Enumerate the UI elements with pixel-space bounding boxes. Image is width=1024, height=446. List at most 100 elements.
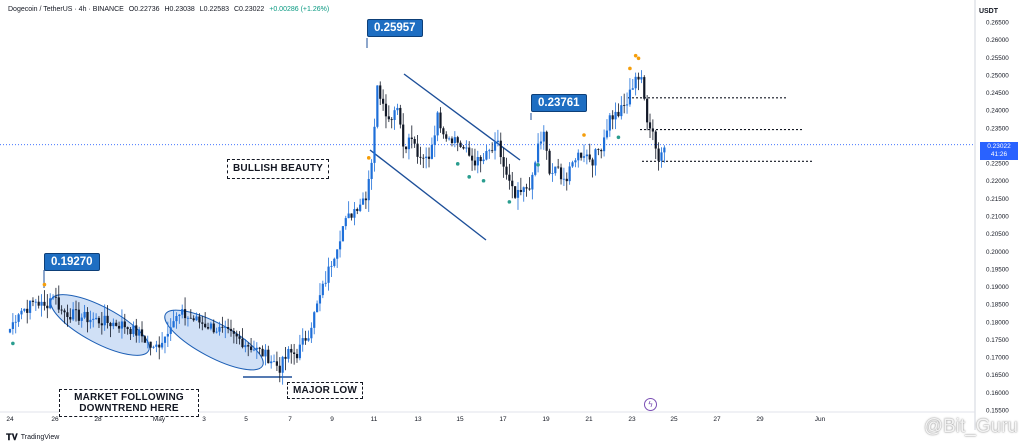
candle-body <box>594 149 597 166</box>
candle-body <box>69 316 72 320</box>
candle-body <box>433 135 436 145</box>
candle-body <box>404 146 408 150</box>
x-tick-label: 19 <box>542 416 550 423</box>
candle-body <box>281 356 284 373</box>
candle-body <box>72 309 75 320</box>
candle-body <box>588 154 591 160</box>
candle-body <box>17 314 20 322</box>
candle-body <box>574 160 577 163</box>
candle-body <box>625 104 629 106</box>
candle-body <box>430 144 433 159</box>
ohlc-high: H0.23038 <box>164 6 195 13</box>
candle-body <box>14 321 17 323</box>
candle-body <box>568 166 571 182</box>
candle-body <box>516 189 520 198</box>
candle-body <box>390 119 393 121</box>
candle-body <box>315 303 319 313</box>
callout-peak: 0.25957 <box>367 19 423 37</box>
candle-body <box>468 147 471 156</box>
major-low-note: MAJOR LOW <box>287 382 363 399</box>
candle-body <box>327 266 330 283</box>
candle-body <box>51 296 55 299</box>
candle-body <box>450 138 454 144</box>
candle-body <box>462 146 465 149</box>
y-tick-label: 0.18000 <box>986 319 1009 326</box>
candle-body <box>502 157 505 167</box>
symbol-title[interactable]: Dogecoin / TetherUS · 4h · BINANCE <box>8 6 124 13</box>
candle-body <box>631 88 634 90</box>
candle-body <box>637 76 640 80</box>
ohlc-open: O0.22736 <box>128 6 160 13</box>
candle-body <box>86 311 89 323</box>
candle-body <box>545 131 548 151</box>
candle-body <box>155 344 158 347</box>
candle-body <box>57 297 60 310</box>
candle-body <box>333 258 336 266</box>
candle-body <box>109 322 112 327</box>
candle-body <box>539 141 543 144</box>
tradingview-logo-icon: 𝐓𝐕 <box>6 432 18 442</box>
candle-body <box>557 166 560 168</box>
candle-body <box>324 282 327 284</box>
candle-body <box>514 186 517 198</box>
signal-marker-buy <box>455 162 460 166</box>
candle-body <box>270 361 273 364</box>
candle-body <box>611 115 614 120</box>
candle-body <box>488 150 491 152</box>
candle-body <box>427 156 431 159</box>
candle-body <box>178 314 181 317</box>
candle-body <box>508 174 511 181</box>
signal-marker-buy <box>536 162 540 167</box>
candle-body <box>379 85 382 99</box>
candle-body <box>382 98 385 104</box>
candle-body <box>97 317 101 324</box>
downtrend-ellipse-1 <box>50 294 150 356</box>
candle-body <box>149 341 152 348</box>
y-tick-label: 0.17000 <box>986 355 1009 362</box>
x-tick-label: 28 <box>94 416 102 423</box>
y-tick-label: 0.24500 <box>986 90 1009 97</box>
callout-low-pivot: 0.19270 <box>44 253 100 271</box>
author-watermark: @Bit_Guru <box>923 416 1018 437</box>
event-lightning-icon[interactable]: ϟ <box>644 398 657 411</box>
candle-body <box>140 329 144 337</box>
candle-body <box>264 349 267 357</box>
candle-body <box>482 159 485 162</box>
candle-body <box>485 151 488 160</box>
candle-body <box>126 327 129 329</box>
candle-body <box>80 317 83 321</box>
candle-body <box>361 198 365 205</box>
candle-body <box>206 327 210 329</box>
candle-body <box>89 319 92 323</box>
candle-body <box>559 167 563 180</box>
candle-body <box>436 112 439 136</box>
candle-body <box>238 336 241 339</box>
candle-body <box>175 316 178 322</box>
y-tick-label: 0.22000 <box>986 178 1009 185</box>
ohlc-change: +0.00286 (+1.26%) <box>269 6 330 13</box>
candle-body <box>657 148 660 161</box>
candle-body <box>66 312 69 317</box>
candle-body <box>46 305 49 309</box>
y-tick-label: 0.16500 <box>986 372 1009 379</box>
y-tick-label: 0.21500 <box>986 196 1009 203</box>
candle-body <box>548 150 551 174</box>
candle-body <box>571 162 574 167</box>
callout-retest-high: 0.23761 <box>531 94 587 112</box>
candle-body <box>582 156 586 158</box>
candle-body <box>347 213 350 219</box>
candle-body <box>172 321 175 328</box>
candle-body <box>295 353 299 359</box>
candle-body <box>92 318 95 320</box>
candle-body <box>146 341 149 343</box>
candle-body <box>614 111 617 120</box>
signal-marker-buy <box>507 200 512 204</box>
candle-body <box>419 156 422 158</box>
candle-body <box>204 323 207 328</box>
currency-label[interactable]: USDT <box>978 8 998 15</box>
candle-body <box>396 107 399 111</box>
x-tick-label: 3 <box>202 416 206 423</box>
candle-body <box>23 308 26 311</box>
candle-body <box>654 131 657 149</box>
